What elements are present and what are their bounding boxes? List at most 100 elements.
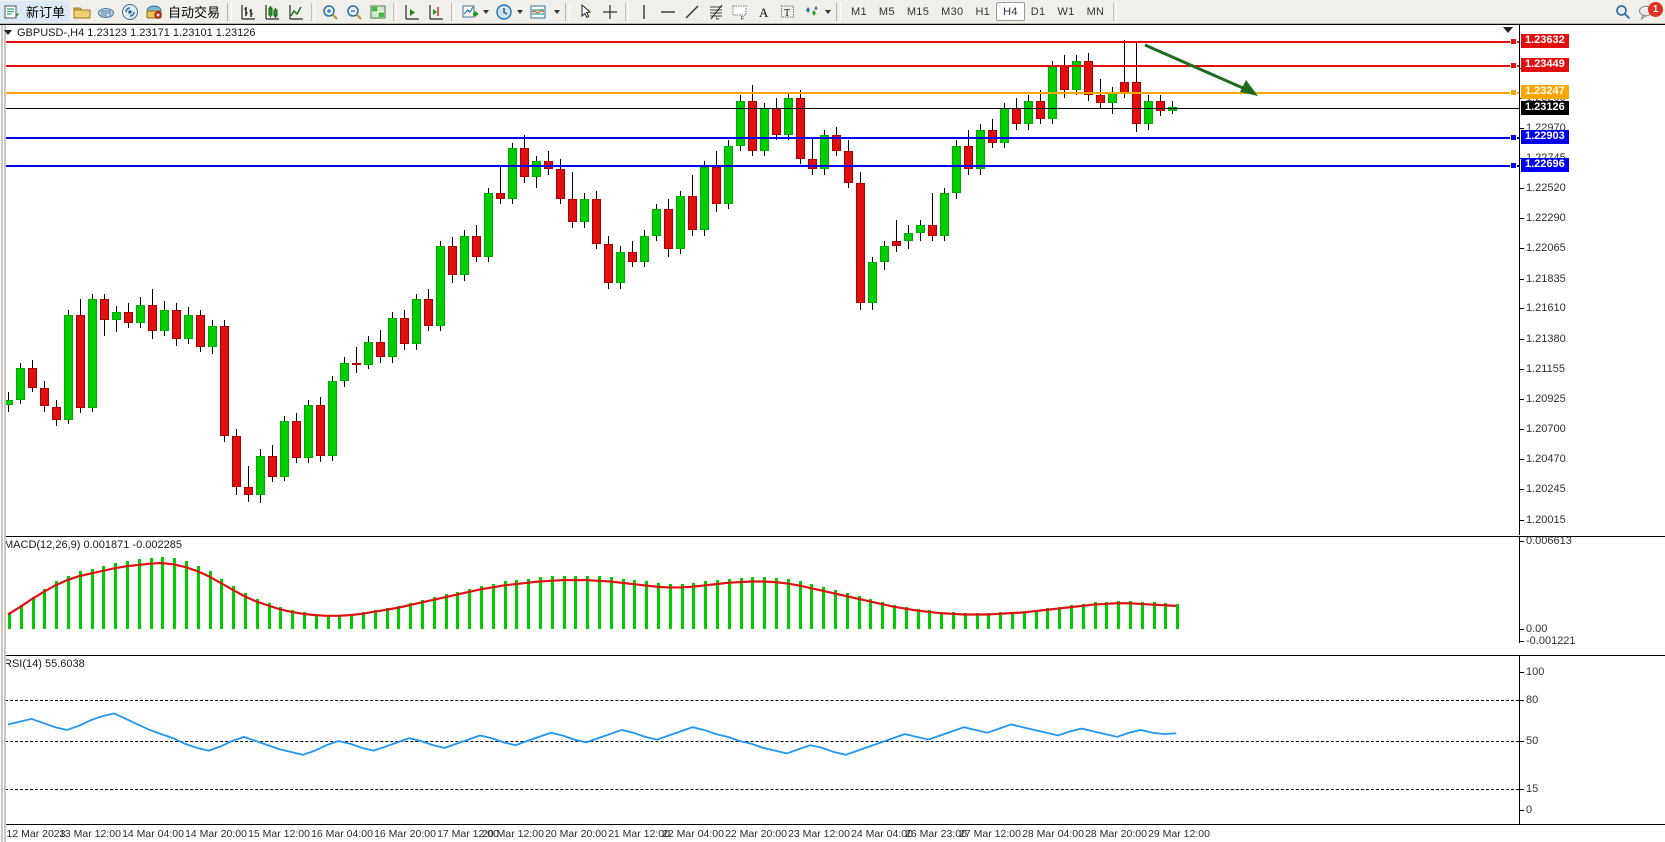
vline-button[interactable] — [632, 1, 656, 23]
rsi-axis[interactable]: 100 80 50 15 0 — [1519, 656, 1665, 825]
price-tick: 1.20245 — [1520, 483, 1566, 496]
text-box-button[interactable]: T — [776, 1, 800, 23]
price-axis[interactable]: 1.234291.232001.229701.227451.225201.222… — [1519, 25, 1665, 535]
level-handle[interactable] — [1510, 88, 1517, 96]
macd-axis[interactable]: 0.006613 0.00 -0.001221 — [1519, 535, 1665, 647]
level-handle[interactable] — [1510, 61, 1517, 69]
chart-area[interactable]: GBPUSD-,H4 1.23123 1.23171 1.23101 1.231… — [0, 24, 1665, 842]
fibo-button[interactable]: E — [704, 1, 728, 23]
candle-body — [1060, 66, 1069, 90]
macd-histogram-bar — [114, 562, 118, 629]
level-handle[interactable] — [1510, 161, 1517, 169]
candle-body — [988, 129, 997, 143]
timeframe-m15[interactable]: M15 — [906, 5, 930, 18]
grid-button[interactable] — [366, 1, 390, 23]
toolbar-grip-1[interactable] — [227, 2, 233, 21]
trendline-button[interactable] — [680, 1, 704, 23]
price-label-badge[interactable]: 1.23449 — [1521, 57, 1569, 72]
crosshair-button[interactable] — [598, 1, 622, 23]
price-label-badge[interactable]: 1.23247 — [1521, 84, 1569, 99]
candle-body — [388, 317, 397, 358]
text-label-button[interactable]: F — [728, 1, 752, 23]
period-button[interactable] — [492, 1, 526, 23]
timeframe-m1[interactable]: M1 — [851, 5, 867, 18]
price-plot[interactable] — [0, 25, 1519, 535]
shift-end-icon — [429, 4, 444, 20]
chevron-down-icon[interactable] — [517, 9, 524, 14]
timeframe-d1[interactable]: D1 — [1030, 5, 1046, 18]
timeframe-m30[interactable]: M30 — [941, 5, 964, 18]
macd-histogram-bar — [314, 613, 318, 629]
candle-body — [628, 251, 637, 263]
macd-histogram-bar — [185, 561, 188, 629]
candle-body — [436, 246, 445, 326]
timeframe-m5[interactable]: M5 — [878, 5, 895, 18]
macd-plot[interactable] — [0, 537, 1519, 643]
level-line-resistance-2[interactable] — [0, 64, 1519, 67]
macd-pane[interactable]: MACD(12,26,9) 0.001871 -0.002285 0.00661… — [0, 535, 1665, 647]
objects-icon — [806, 5, 818, 16]
price-pane[interactable]: GBPUSD-,H4 1.23123 1.23171 1.23101 1.231… — [0, 25, 1665, 535]
level-line-resistance-1[interactable] — [0, 40, 1519, 43]
price-label-badge[interactable]: 1.23126 — [1521, 100, 1569, 115]
text-button[interactable]: A — [752, 1, 776, 23]
templates-button[interactable] — [526, 1, 550, 23]
zoom-out-button[interactable] — [342, 1, 366, 23]
price-label-badge[interactable]: 1.22696 — [1521, 157, 1569, 172]
templates-dropdown[interactable] — [550, 1, 563, 23]
market-button[interactable]: 自动交易 — [142, 1, 225, 23]
chevron-down-icon[interactable] — [554, 9, 561, 14]
level-line-support-1[interactable] — [0, 137, 1519, 140]
new-order-button[interactable]: 新订单 — [0, 0, 71, 23]
candle-body — [1168, 107, 1177, 112]
left-scroll-gutter[interactable] — [0, 25, 6, 842]
level-handle[interactable] — [1510, 37, 1517, 45]
search-button[interactable] — [1611, 1, 1635, 23]
rsi-pane[interactable]: RSI(14) 55.6038 100 80 50 15 0 — [0, 655, 1665, 825]
objects-button[interactable] — [800, 1, 834, 23]
candle-body — [1144, 100, 1153, 125]
rsi-label: RSI(14) 55.6038 — [4, 658, 85, 670]
hline-button[interactable] — [656, 1, 680, 23]
level-line-pivot[interactable] — [0, 91, 1519, 94]
level-line-support-2[interactable] — [0, 164, 1519, 167]
down-trend-arrow[interactable] — [1140, 40, 1280, 110]
symbol-caret-icon[interactable] — [4, 30, 12, 35]
price-label-badge[interactable]: 1.23632 — [1521, 33, 1569, 48]
candle-body — [400, 317, 409, 345]
shift-end-button[interactable] — [424, 1, 448, 23]
shift-start-button[interactable] — [400, 1, 424, 23]
chevron-down-icon[interactable] — [825, 9, 832, 14]
chevron-down-icon[interactable] — [483, 9, 490, 14]
zoom-in-button[interactable] — [318, 1, 342, 23]
level-handle[interactable] — [1510, 134, 1517, 142]
timeframe-w1[interactable]: W1 — [1057, 5, 1075, 18]
cursor-button[interactable] — [574, 1, 598, 23]
timeframe-h1[interactable]: H1 — [975, 5, 991, 18]
candle-body — [184, 315, 193, 339]
macd-histogram-bar — [90, 568, 94, 629]
time-axis[interactable]: 12 Mar 2023 13 Mar 12:00 14 Mar 04:00 14 Ma… — [0, 824, 1665, 842]
price-label-badge[interactable]: 1.22903 — [1521, 130, 1569, 145]
signal-button[interactable] — [118, 1, 142, 23]
add-indicator-button[interactable] — [458, 1, 492, 23]
hline-icon — [661, 10, 676, 13]
level-line-current-price[interactable] — [0, 107, 1519, 109]
bar-chart-button[interactable] — [236, 1, 260, 23]
toolbar-grip-3[interactable] — [836, 2, 842, 21]
toolbar-sep-2 — [393, 2, 398, 21]
macd-histogram-bar — [751, 577, 755, 629]
folder-button[interactable] — [70, 1, 94, 23]
candle-body — [1156, 100, 1165, 112]
cloud-button[interactable] — [94, 1, 118, 23]
line-chart-button[interactable] — [284, 1, 308, 23]
timeframe-mn[interactable]: MN — [1086, 5, 1105, 18]
svg-text:F: F — [741, 16, 744, 21]
alerts-button[interactable]: 1 — [1635, 1, 1665, 23]
candlestick-chart-button[interactable] — [260, 1, 284, 23]
toolbar-grip-2[interactable] — [565, 2, 571, 21]
candle-body — [676, 195, 685, 249]
chart-dropdown-caret-icon[interactable] — [1503, 27, 1513, 33]
rsi-plot[interactable] — [0, 656, 1519, 825]
timeframe-h4[interactable]: H4 — [996, 2, 1025, 21]
